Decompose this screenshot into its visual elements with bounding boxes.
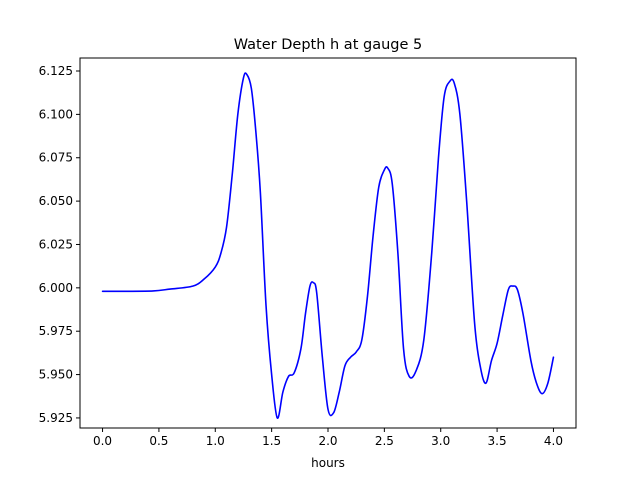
y-tick-label: 6.100 — [39, 107, 73, 121]
x-tick-label: 2.5 — [375, 434, 394, 448]
y-tick-label: 6.050 — [39, 194, 73, 208]
plot-frame — [79, 57, 577, 429]
x-axis-label: hours — [311, 456, 345, 470]
x-tick-label: 0.0 — [93, 434, 112, 448]
chart-title: Water Depth h at gauge 5 — [234, 37, 422, 53]
x-tick-label: 4.0 — [544, 434, 563, 448]
series-line-0 — [101, 72, 555, 419]
plot-area — [101, 72, 555, 419]
y-tick-label: 6.025 — [39, 237, 73, 251]
y-tick-label: 5.975 — [39, 324, 73, 338]
x-tick-label: 1.5 — [262, 434, 281, 448]
x-tick-label: 3.5 — [488, 434, 507, 448]
x-tick-label: 2.0 — [318, 434, 337, 448]
axis-ticks: 0.0 0.5 1.0 1.5 2.0 2.5 3.0 3.5 4.0 5.925 5.950 5.9… — [39, 64, 563, 448]
y-tick-label: 5.950 — [39, 368, 73, 382]
y-tick-label: 6.000 — [39, 281, 73, 295]
x-tick-label: 3.0 — [431, 434, 450, 448]
x-tick-label: 1.0 — [206, 434, 225, 448]
x-tick-label: 0.5 — [149, 434, 168, 448]
y-tick-label: 6.125 — [39, 64, 73, 78]
y-tick-label: 6.075 — [39, 151, 73, 165]
y-tick-label: 5.925 — [39, 411, 73, 425]
